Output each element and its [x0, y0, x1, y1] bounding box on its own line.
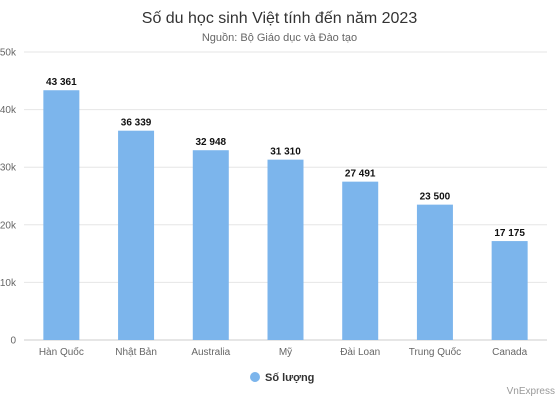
- bar-series: [43, 90, 528, 341]
- bar[interactable]: [192, 150, 229, 340]
- chart-subtitle: Nguồn: Bộ Giáo dục và Đào tạo: [202, 32, 357, 44]
- y-tick-label: 0: [10, 336, 16, 347]
- x-axis: Hàn Quốc Nhật Bản Australia Mỹ Đài Loan Trung…: [39, 346, 528, 358]
- x-tick-label: Hàn Quốc: [39, 346, 84, 358]
- chart-title: Số du học sinh Việt tính đến năm 2023: [142, 10, 418, 27]
- x-tick-label: Australia: [191, 347, 230, 358]
- data-label: 23 500: [420, 192, 451, 203]
- data-label: 32 948: [195, 137, 226, 148]
- y-tick-label: 40k: [0, 105, 17, 116]
- data-label: 27 491: [345, 169, 376, 180]
- legend-marker-icon[interactable]: [250, 372, 260, 382]
- x-tick-label: Nhật Bản: [115, 347, 157, 358]
- credit-text[interactable]: VnExpress: [507, 386, 555, 397]
- bar[interactable]: [491, 241, 528, 340]
- y-tick-label: 30k: [0, 163, 17, 174]
- legend-label[interactable]: Số lượng: [265, 372, 314, 384]
- y-tick-label: 10k: [0, 278, 17, 289]
- x-tick-label: Canada: [492, 347, 527, 358]
- data-label: 36 339: [121, 118, 152, 129]
- y-axis: 0 10k 20k 30k 40k 50k: [0, 48, 17, 347]
- data-label: 17 175: [494, 228, 525, 239]
- bar[interactable]: [43, 90, 80, 341]
- y-tick-label: 20k: [0, 220, 17, 231]
- bar[interactable]: [267, 159, 304, 340]
- data-label: 31 310: [270, 147, 301, 158]
- data-label: 43 361: [46, 77, 77, 88]
- legend[interactable]: Số lượng: [250, 372, 314, 384]
- x-tick-label: Đài Loan: [340, 347, 380, 358]
- x-tick-label: Trung Quốc: [409, 346, 461, 358]
- bar[interactable]: [342, 181, 379, 340]
- bar[interactable]: [416, 204, 453, 340]
- bar[interactable]: [118, 130, 155, 340]
- x-tick-label: Mỹ: [279, 347, 292, 358]
- data-labels: 43 361 36 339 32 948 31 310 27 491 23 500 17 1…: [46, 77, 525, 239]
- y-tick-label: 50k: [0, 48, 17, 59]
